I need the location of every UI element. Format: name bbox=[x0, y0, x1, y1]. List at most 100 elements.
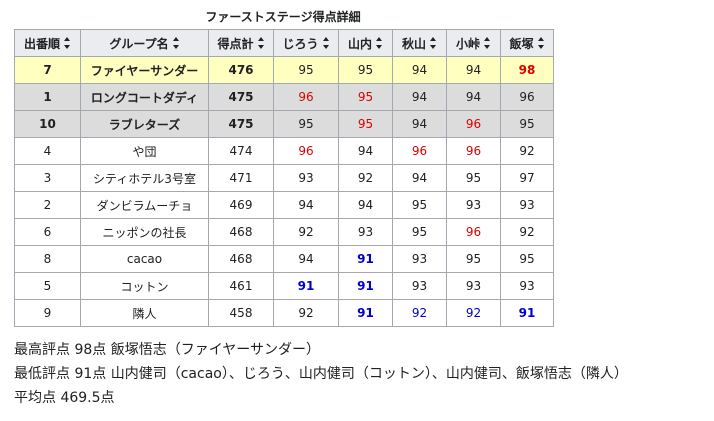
score-cell: 96 bbox=[273, 137, 339, 165]
average-score-text: 平均点 469.5点 bbox=[14, 390, 115, 406]
table-row: 3 シティホテル3号室 471 93 92 94 95 97 bbox=[14, 164, 554, 192]
score-cell: 95 bbox=[392, 191, 447, 219]
score-cell: 94 bbox=[338, 191, 393, 219]
group-name-header[interactable]: グループ名 bbox=[80, 29, 209, 57]
sort-icon[interactable] bbox=[484, 37, 491, 49]
judge-kotouge-header[interactable]: 小峠 bbox=[446, 29, 501, 57]
score-cell: 95 bbox=[338, 56, 393, 84]
sort-icon[interactable] bbox=[257, 37, 265, 49]
order-cell: 1 bbox=[14, 83, 81, 111]
sort-icon[interactable] bbox=[537, 37, 545, 49]
sort-icon[interactable] bbox=[172, 37, 180, 49]
group-name-cell: ファイヤーサンダー bbox=[80, 56, 209, 84]
sort-icon[interactable] bbox=[64, 37, 71, 49]
group-name-cell: ロングコートダディ bbox=[80, 83, 209, 111]
group-name-cell: ニッポンの社長 bbox=[80, 218, 209, 246]
total-cell: 458 bbox=[208, 299, 274, 327]
score-cell: 93 bbox=[500, 191, 554, 219]
score-cell: 94 bbox=[446, 83, 501, 111]
total-cell: 476 bbox=[208, 56, 274, 84]
judge-iizuka-header[interactable]: 飯塚 bbox=[500, 29, 554, 57]
score-cell: 91 bbox=[500, 299, 554, 327]
score-cell: 97 bbox=[500, 164, 554, 192]
total-cell: 468 bbox=[208, 245, 274, 273]
sort-icon[interactable] bbox=[430, 37, 437, 49]
total-header[interactable]: 得点計 bbox=[208, 29, 274, 57]
order-cell: 5 bbox=[14, 272, 81, 300]
table-row: 9 隣人 458 92 91 92 92 91 bbox=[14, 299, 554, 327]
total-cell: 474 bbox=[208, 137, 274, 165]
score-cell: 95 bbox=[500, 245, 554, 273]
score-cell: 93 bbox=[446, 191, 501, 219]
score-cell: 95 bbox=[446, 245, 501, 273]
score-cell: 96 bbox=[446, 218, 501, 246]
header-label: グループ名 bbox=[109, 36, 169, 51]
sort-icon[interactable] bbox=[376, 37, 383, 49]
score-cell: 93 bbox=[338, 218, 393, 246]
order-cell: 4 bbox=[14, 137, 81, 165]
header-label: 山内 bbox=[347, 36, 372, 51]
score-cell: 92 bbox=[500, 218, 554, 246]
total-cell: 468 bbox=[208, 218, 274, 246]
score-table: 出番順 グループ名 得点計 じろう 山内 秋山 小峠 飯塚 7 ファイヤーサンダー 476 95 95… bbox=[14, 29, 554, 327]
score-cell: 93 bbox=[500, 272, 554, 300]
score-cell: 94 bbox=[392, 110, 447, 138]
table-row: 4 や団 474 96 94 96 96 92 bbox=[14, 137, 554, 165]
score-cell: 95 bbox=[338, 110, 393, 138]
score-cell: 95 bbox=[273, 110, 339, 138]
score-cell: 91 bbox=[338, 272, 393, 300]
order-header[interactable]: 出番順 bbox=[14, 29, 81, 57]
score-cell: 96 bbox=[500, 83, 554, 111]
group-name-cell: 隣人 bbox=[80, 299, 209, 327]
group-name-cell: や団 bbox=[80, 137, 209, 165]
score-cell: 95 bbox=[446, 164, 501, 192]
order-cell: 7 bbox=[14, 56, 81, 84]
table-row: 2 ダンビラムーチョ 469 94 94 95 93 93 bbox=[14, 191, 554, 219]
order-cell: 3 bbox=[14, 164, 81, 192]
total-cell: 471 bbox=[208, 164, 274, 192]
sort-icon[interactable] bbox=[322, 37, 330, 49]
judge-akiyama-header[interactable]: 秋山 bbox=[392, 29, 447, 57]
score-cell: 94 bbox=[273, 191, 339, 219]
order-cell: 10 bbox=[14, 110, 81, 138]
score-cell: 92 bbox=[273, 299, 339, 327]
score-cell: 92 bbox=[338, 164, 393, 192]
score-cell: 93 bbox=[273, 164, 339, 192]
order-cell: 2 bbox=[14, 191, 81, 219]
score-cell: 92 bbox=[392, 299, 447, 327]
group-name-cell: シティホテル3号室 bbox=[80, 164, 209, 192]
header-label: 得点計 bbox=[217, 36, 254, 51]
table-row: 6 ニッポンの社長 468 92 93 95 96 92 bbox=[14, 218, 554, 246]
header-label: 秋山 bbox=[401, 36, 426, 51]
table-row: 1 ロングコートダディ 475 96 95 94 94 96 bbox=[14, 83, 554, 111]
score-cell: 94 bbox=[392, 56, 447, 84]
header-label: じろう bbox=[282, 36, 319, 51]
total-cell: 469 bbox=[208, 191, 274, 219]
total-cell: 461 bbox=[208, 272, 274, 300]
header-row: 出番順 グループ名 得点計 じろう 山内 秋山 小峠 飯塚 bbox=[14, 29, 554, 57]
header-label: 出番順 bbox=[23, 36, 60, 51]
order-cell: 8 bbox=[14, 245, 81, 273]
score-cell: 92 bbox=[500, 137, 554, 165]
highest-score-text: 最高評点 98点 飯塚悟志（ファイヤーサンダー） bbox=[14, 342, 321, 358]
score-cell: 98 bbox=[500, 56, 554, 84]
score-summary: 最高評点 98点 飯塚悟志（ファイヤーサンダー） 最低評点 91点 山内健司（c… bbox=[14, 338, 628, 410]
judge-yamauchi-header[interactable]: 山内 bbox=[338, 29, 393, 57]
table-row: 10 ラブレターズ 475 95 95 94 96 95 bbox=[14, 110, 554, 138]
table-row: 7 ファイヤーサンダー 476 95 95 94 94 98 bbox=[14, 56, 554, 84]
table-row: 8 cacao 468 94 91 93 95 95 bbox=[14, 245, 554, 273]
score-cell: 91 bbox=[338, 299, 393, 327]
score-cell: 93 bbox=[392, 245, 447, 273]
score-cell: 96 bbox=[446, 137, 501, 165]
judge-jiro-header[interactable]: じろう bbox=[273, 29, 339, 57]
score-cell: 95 bbox=[338, 83, 393, 111]
score-cell: 91 bbox=[338, 245, 393, 273]
group-name-cell: ダンビラムーチョ bbox=[80, 191, 209, 219]
group-name-cell: コットン bbox=[80, 272, 209, 300]
table-body: 7 ファイヤーサンダー 476 95 95 94 94 98 1 ロングコートダディ 475 96 95… bbox=[14, 56, 554, 327]
score-cell: 95 bbox=[273, 56, 339, 84]
score-cell: 91 bbox=[273, 272, 339, 300]
total-cell: 475 bbox=[208, 110, 274, 138]
group-name-cell: cacao bbox=[80, 245, 209, 273]
